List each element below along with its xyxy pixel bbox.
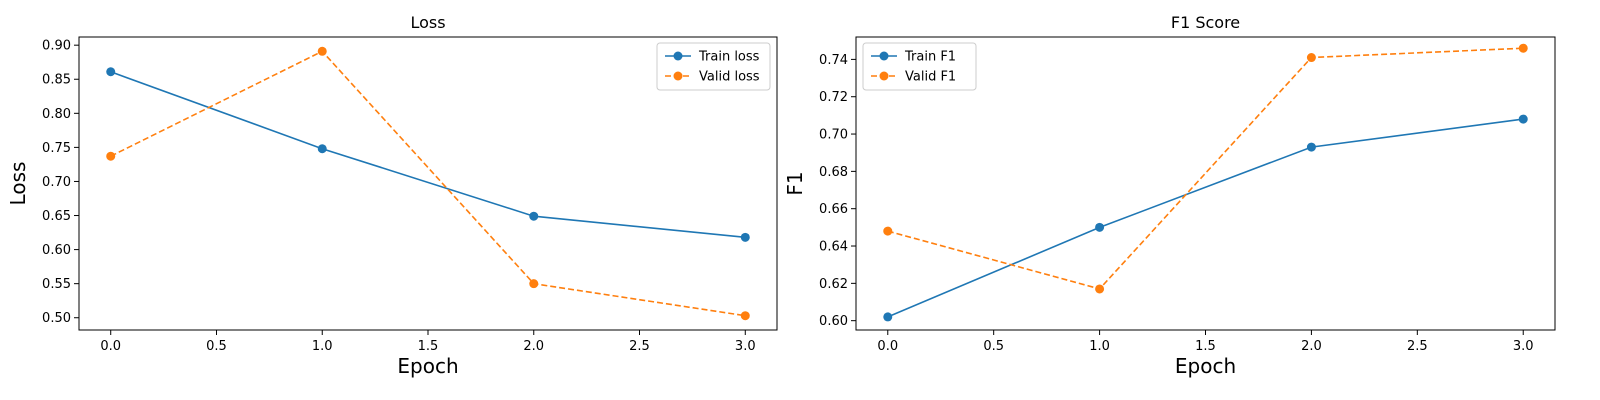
- f1-legend: Train F1 Valid F1: [862, 42, 977, 91]
- loss-x-tick-label: 1.5: [418, 339, 439, 354]
- f1-y-tick-label: 0.60: [819, 314, 848, 329]
- f1-series-1-point: [1306, 53, 1316, 63]
- loss-x-axis-label: Epoch: [397, 354, 458, 378]
- f1-legend-label-1: Valid F1: [905, 70, 956, 85]
- loss-x-tick-label: 1.0: [312, 339, 333, 354]
- f1-x-tick-label: 2.5: [1407, 339, 1428, 354]
- f1-y-tick-label: 0.64: [819, 240, 848, 255]
- f1-x-tick-label: 0.0: [877, 339, 898, 354]
- loss-y-tick-label: 0.55: [42, 277, 71, 292]
- f1-x-tick-label: 1.0: [1089, 339, 1110, 354]
- loss-legend-marker-0: [673, 51, 683, 61]
- f1-x-tick-label: 2.0: [1301, 339, 1322, 354]
- f1-x-axis-label: Epoch: [1175, 354, 1236, 378]
- f1-series-0-point: [883, 312, 893, 322]
- f1-series-1-point: [883, 226, 893, 236]
- f1-series-0-point: [1306, 142, 1316, 152]
- loss-y-tick-label: 0.60: [42, 243, 71, 258]
- f1-legend-marker-0: [879, 51, 889, 61]
- loss-series-0-point: [317, 144, 327, 154]
- f1-y-tick-label: 0.70: [819, 128, 848, 143]
- loss-series-1-point: [740, 311, 750, 321]
- loss-x-tick-label: 2.0: [523, 339, 544, 354]
- loss-series-0-line: [110, 71, 746, 239]
- f1-series-0-line: [887, 118, 1524, 318]
- loss-series-0-point: [106, 67, 116, 77]
- loss-series-0-point: [740, 232, 750, 242]
- loss-legend-label-0: Train loss: [698, 50, 760, 65]
- f1-y-tick-label: 0.68: [819, 165, 848, 180]
- loss-legend: Train loss Valid loss: [656, 42, 771, 91]
- loss-series-1-point: [529, 279, 539, 289]
- f1-legend-label-0: Train F1: [904, 50, 956, 65]
- loss-chart: Loss 0.0 0.5 1.0 1.5 2.0 2.5 3.0 0.50 0.55 0.60 0.6…: [6, 13, 778, 378]
- loss-legend-label-1: Valid loss: [699, 70, 760, 85]
- f1-series-1-line: [887, 47, 1524, 290]
- loss-series-1-point: [317, 46, 327, 56]
- f1-y-tick-label: 0.74: [819, 53, 848, 68]
- loss-x-tick-label: 0.5: [206, 339, 227, 354]
- loss-series-0-point: [529, 211, 539, 221]
- f1-x-tick-label: 0.5: [983, 339, 1004, 354]
- loss-chart-title: Loss: [410, 13, 445, 32]
- f1-legend-marker-1: [879, 71, 889, 81]
- loss-y-tick-label: 0.65: [42, 209, 71, 224]
- loss-legend-box: [656, 42, 771, 91]
- f1-series-1-point: [1518, 43, 1528, 53]
- f1-y-axis-label: F1: [783, 171, 807, 195]
- f1-series-1-point: [1095, 284, 1105, 294]
- loss-series-1-line: [110, 50, 746, 317]
- f1-y-tick-label: 0.62: [819, 277, 848, 292]
- loss-y-tick-label: 0.50: [42, 311, 71, 326]
- loss-y-tick-label: 0.90: [42, 39, 71, 54]
- loss-series-1-point: [106, 151, 116, 161]
- f1-chart: F1 Score 0.0 0.5 1.0 1.5 2.0 2.5 3.0 0.60 0.62 0.6…: [783, 13, 1556, 378]
- loss-x-tick-label: 3.0: [735, 339, 756, 354]
- f1-x-tick-label: 3.0: [1513, 339, 1534, 354]
- f1-y-tick-label: 0.72: [819, 90, 848, 105]
- loss-y-tick-label: 0.75: [42, 141, 71, 156]
- loss-y-tick-label: 0.80: [42, 107, 71, 122]
- loss-x-tick-label: 2.5: [629, 339, 650, 354]
- f1-x-tick-label: 1.5: [1195, 339, 1216, 354]
- loss-y-tick-label: 0.85: [42, 73, 71, 88]
- f1-y-tick-label: 0.66: [819, 202, 848, 217]
- loss-y-axis-label: Loss: [6, 162, 30, 206]
- f1-chart-title: F1 Score: [1171, 13, 1240, 32]
- f1-series-0-point: [1095, 222, 1105, 232]
- loss-legend-marker-1: [673, 71, 683, 81]
- loss-y-tick-label: 0.70: [42, 175, 71, 190]
- f1-legend-box: [862, 42, 977, 91]
- loss-x-tick-label: 0.0: [100, 339, 121, 354]
- f1-series-0-point: [1518, 114, 1528, 124]
